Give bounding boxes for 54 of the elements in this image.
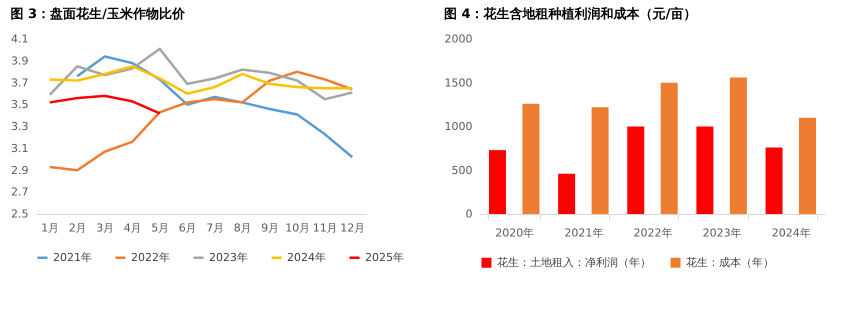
x-tick-label: 2022年 <box>634 226 672 240</box>
bar <box>558 174 576 214</box>
x-tick-label: 6月 <box>178 222 197 234</box>
y-tick-label: 3.9 <box>11 54 28 68</box>
bar <box>799 118 816 214</box>
chart-title: 图 4：花生含地租种植利润和成本（元/亩） <box>444 6 696 22</box>
y-tick-label: 2.9 <box>11 164 28 177</box>
bar <box>627 126 644 214</box>
bar <box>696 126 714 214</box>
y-tick-label: 3.1 <box>11 142 28 155</box>
x-tick-label: 1月 <box>41 222 60 234</box>
y-tick-label: 2.5 <box>11 208 28 220</box>
legend-label: 2021年 <box>53 250 92 264</box>
y-tick-label: 4.1 <box>11 32 28 46</box>
bar <box>660 82 678 214</box>
bar <box>766 148 783 214</box>
x-tick-label: 3月 <box>96 222 114 234</box>
line-series <box>48 48 354 100</box>
x-tick-label: 2月 <box>68 222 87 234</box>
line-series <box>48 65 354 95</box>
x-tick-label: 10月 <box>285 222 310 234</box>
x-tick-label: 9月 <box>261 222 280 234</box>
x-tick-label: 8月 <box>234 222 252 234</box>
x-tick-label: 2020年 <box>495 226 534 240</box>
y-tick-label: 2.7 <box>11 186 28 199</box>
legend-label: 2023年 <box>209 250 248 264</box>
y-tick-label: 3.3 <box>11 120 28 133</box>
y-tick-label: 0 <box>466 208 472 220</box>
bar <box>488 150 506 214</box>
legend-label: 花生：土地租入：净利润（年） <box>497 256 651 269</box>
legend-label: 花生：成本（年） <box>686 256 774 269</box>
legend-label: 2022年 <box>131 250 170 264</box>
x-tick-label: 2021年 <box>564 226 604 240</box>
legend-label: 2024年 <box>287 250 326 264</box>
bar <box>522 104 540 214</box>
y-tick-label: 3.5 <box>11 98 28 112</box>
x-tick-label: 5月 <box>151 222 170 234</box>
y-tick-label: 2000 <box>444 32 472 46</box>
x-tick-label: 12月 <box>340 222 366 234</box>
x-tick-label: 4月 <box>124 222 142 234</box>
bar <box>730 78 747 214</box>
x-tick-label: 11月 <box>312 222 338 234</box>
line-series <box>48 70 354 172</box>
legend-label: 2025年 <box>365 250 404 264</box>
chart-title: 图 3：盘面花生/玉米作物比价 <box>10 7 186 22</box>
bar <box>592 107 609 214</box>
y-tick-label: 1500 <box>444 76 472 90</box>
x-tick-label: 2023年 <box>702 226 742 240</box>
line-series <box>48 94 161 115</box>
y-tick-label: 1000 <box>444 120 472 133</box>
x-tick-label: 2024年 <box>772 226 811 240</box>
y-tick-label: 500 <box>452 164 472 177</box>
y-tick-label: 3.7 <box>11 76 28 90</box>
x-tick-label: 7月 <box>206 222 224 234</box>
